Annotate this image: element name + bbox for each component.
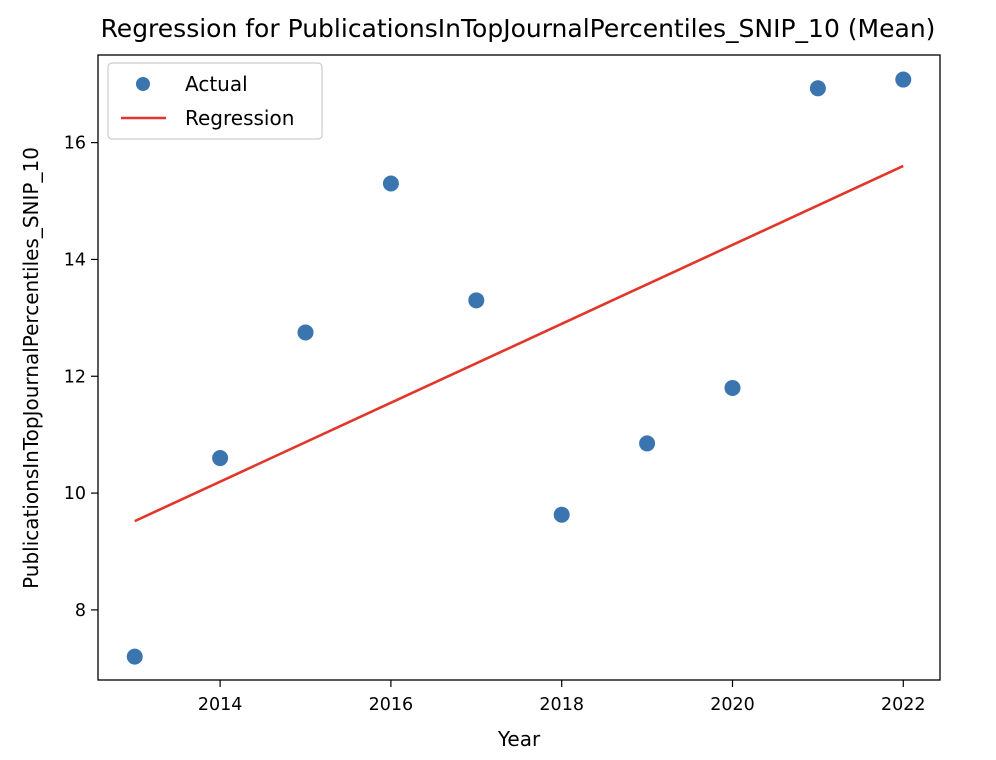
data-point: [809, 80, 826, 97]
legend-actual-label: Actual: [185, 72, 248, 96]
data-point: [212, 450, 229, 467]
x-tick-label: 2018: [539, 695, 584, 715]
data-point: [382, 175, 399, 192]
x-tick-label: 2022: [881, 695, 926, 715]
x-tick-label: 2014: [198, 695, 243, 715]
data-point: [724, 379, 741, 396]
y-tick-label: 10: [64, 484, 86, 504]
legend: Actual Regression: [107, 62, 323, 140]
x-axis-label: Year: [497, 727, 541, 751]
x-tick-label: 2020: [710, 695, 755, 715]
x-tick-label: 2016: [369, 695, 414, 715]
plot-frame: [97, 54, 941, 681]
y-tick-label: 14: [64, 250, 86, 270]
data-point: [126, 648, 143, 665]
data-point: [639, 435, 656, 452]
y-tick-label: 12: [64, 367, 86, 387]
data-point: [895, 71, 912, 88]
chart-title: Regression for PublicationsInTopJournalP…: [101, 14, 936, 43]
legend-actual-marker: [136, 77, 150, 91]
legend-regression-label: Regression: [185, 106, 294, 130]
data-point: [468, 292, 485, 309]
y-axis-label: PublicationsInTopJournalPercentiles_SNIP…: [19, 147, 43, 589]
regression-line: [134, 164, 904, 523]
x-axis: 2014 2016 2018 2020 2022: [198, 680, 926, 715]
data-point: [553, 506, 570, 523]
legend-box: [107, 62, 323, 140]
y-tick-label: 16: [64, 134, 86, 154]
y-tick-label: 8: [75, 601, 86, 621]
data-point: [297, 324, 314, 341]
plot-area: [126, 71, 912, 665]
y-axis: 8 10 12 14 16: [64, 134, 98, 621]
